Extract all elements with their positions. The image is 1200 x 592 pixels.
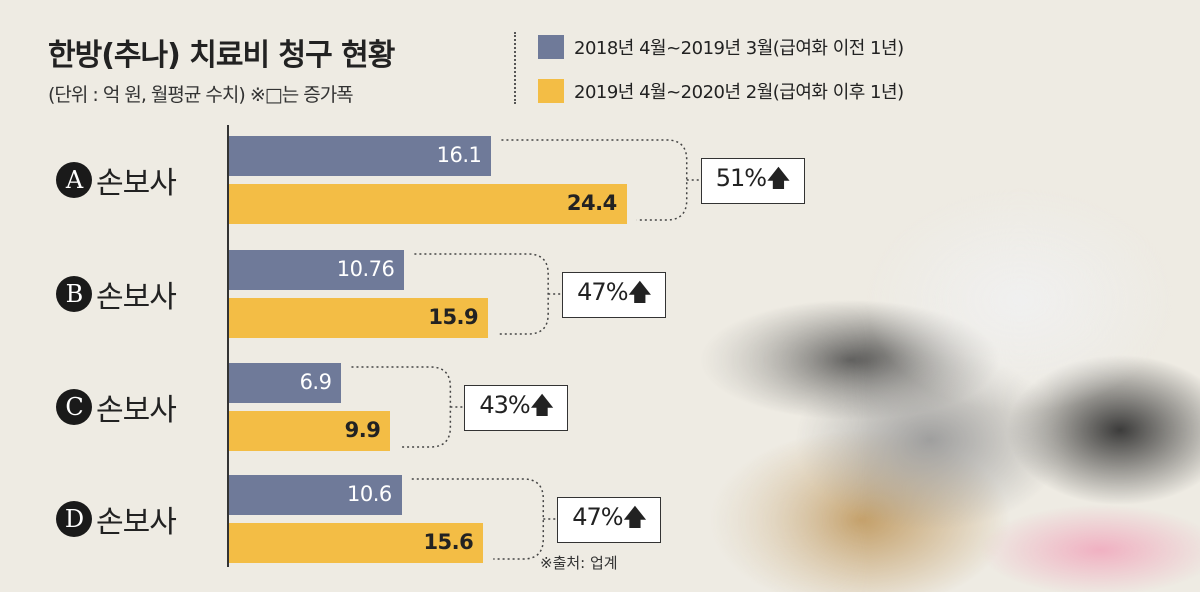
bar-value-label: 15.6	[423, 530, 474, 554]
bar-after: 24.4	[229, 184, 627, 224]
increase-callout: 47%🡅	[562, 272, 667, 318]
category-name: 손보사	[96, 505, 177, 540]
increase-bracket	[351, 366, 465, 448]
bar-after: 9.9	[229, 411, 391, 451]
category-letter-badge: D	[56, 501, 92, 537]
bar-value-label: 10.6	[347, 482, 392, 506]
increase-callout: 51%🡅	[700, 158, 805, 204]
source-note: ※출처: 업계	[540, 554, 618, 572]
legend-item-after: 2019년 4월~2020년 2월(급여화 이후 1년)	[538, 78, 904, 104]
category-label: B 손보사	[56, 272, 177, 316]
bar-before: 10.76	[229, 250, 405, 290]
increase-bracket	[414, 253, 563, 335]
bar-value-label: 16.1	[436, 143, 482, 167]
category-name: 손보사	[96, 393, 177, 428]
legend-swatch	[538, 35, 564, 59]
category-label: A 손보사	[56, 158, 177, 202]
y-axis-line	[227, 125, 229, 567]
bar-value-label: 24.4	[566, 191, 617, 215]
category-letter-badge: B	[56, 276, 92, 312]
increase-callout: 43%🡅	[464, 385, 569, 431]
category-name: 손보사	[96, 166, 177, 201]
legend-divider	[514, 32, 516, 104]
category-label: D 손보사	[56, 497, 177, 541]
bar-value-label: 10.76	[336, 257, 395, 281]
bar-before: 10.6	[229, 475, 402, 515]
bar-after: 15.6	[229, 523, 484, 563]
background-photo	[600, 0, 1200, 592]
legend-item-before: 2018년 4월~2019년 3월(급여화 이전 1년)	[538, 34, 904, 60]
increase-bracket	[501, 139, 701, 221]
bar-before: 6.9	[229, 363, 342, 403]
legend-label: 2019년 4월~2020년 2월(급여화 이후 1년)	[574, 82, 904, 103]
increase-callout: 47%🡅	[557, 497, 662, 543]
legend-label: 2018년 4월~2019년 3월(급여화 이전 1년)	[574, 38, 904, 59]
bar-value-label: 9.9	[344, 418, 381, 442]
increase-bracket	[411, 478, 558, 560]
category-letter-badge: C	[56, 389, 92, 425]
bar-value-label: 6.9	[299, 370, 332, 394]
category-name: 손보사	[96, 280, 177, 315]
category-label: C 손보사	[56, 385, 177, 429]
bar-after: 15.9	[229, 298, 489, 338]
bar-before: 16.1	[229, 136, 492, 176]
bar-value-label: 15.9	[428, 305, 479, 329]
chart-subtitle: (단위 : 억 원, 월평균 수치) ※□는 증가폭	[48, 84, 354, 106]
category-letter-badge: A	[56, 162, 92, 198]
legend-swatch	[538, 79, 564, 103]
chart-title: 한방(추나) 치료비 청구 현황	[48, 38, 395, 73]
